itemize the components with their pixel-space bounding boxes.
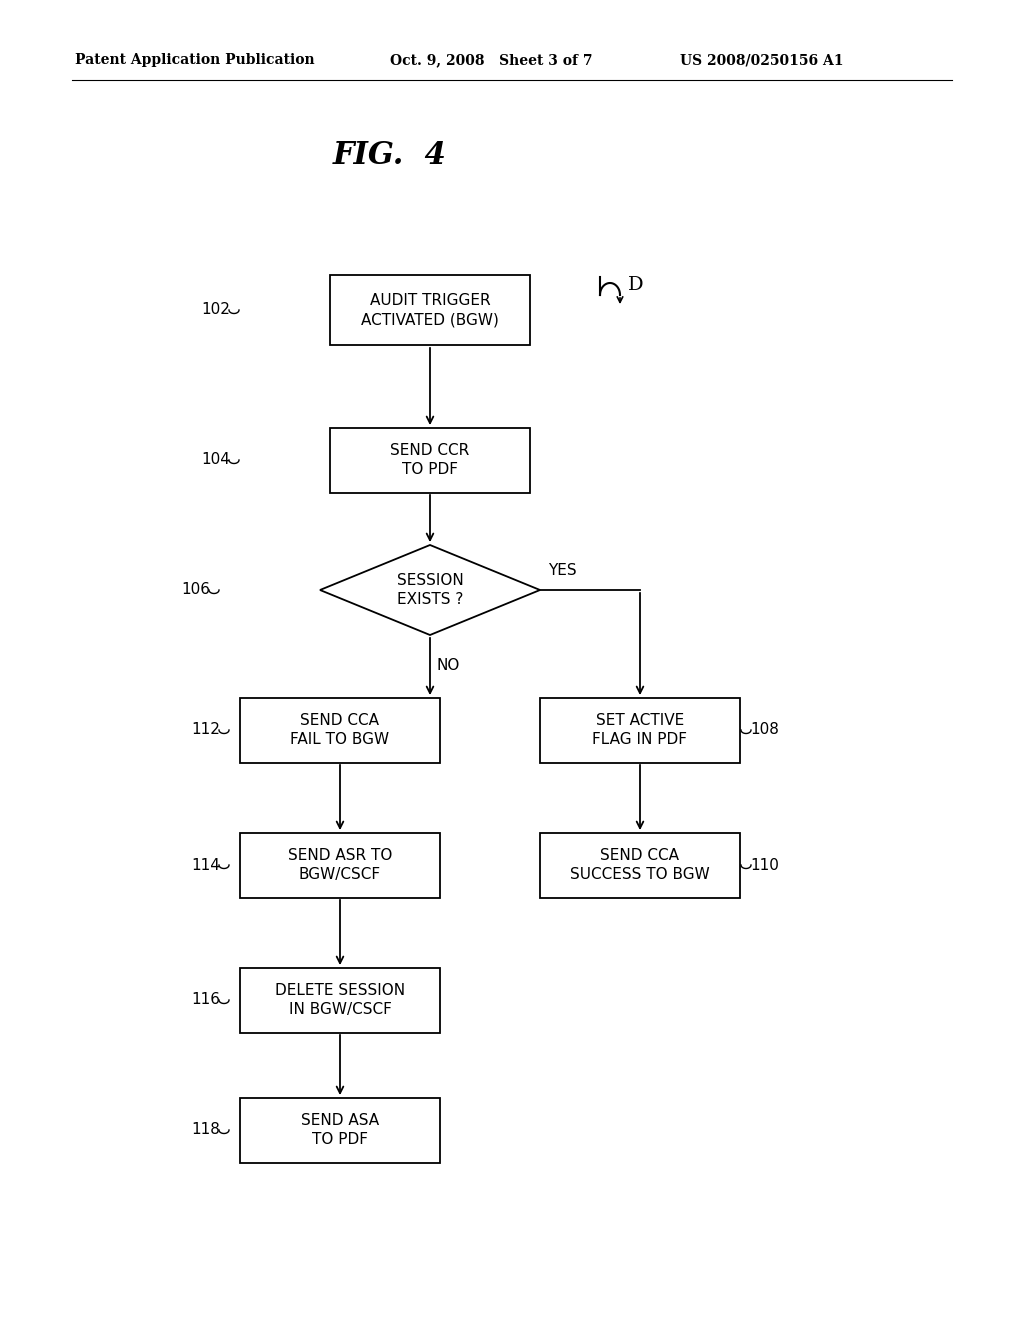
Text: SEND CCA
FAIL TO BGW: SEND CCA FAIL TO BGW [291,713,389,747]
Text: Patent Application Publication: Patent Application Publication [75,53,314,67]
Text: 114: 114 [191,858,220,873]
Text: 112: 112 [191,722,220,738]
Text: 108: 108 [750,722,779,738]
FancyBboxPatch shape [540,833,740,898]
Text: Oct. 9, 2008   Sheet 3 of 7: Oct. 9, 2008 Sheet 3 of 7 [390,53,593,67]
Text: 116: 116 [191,993,220,1007]
FancyBboxPatch shape [330,428,530,492]
Text: 106: 106 [181,582,210,598]
Text: 104: 104 [201,453,230,467]
Text: 102: 102 [201,302,230,318]
FancyBboxPatch shape [240,1097,440,1163]
FancyBboxPatch shape [240,697,440,763]
Text: SEND ASA
TO PDF: SEND ASA TO PDF [301,1113,379,1147]
Text: US 2008/0250156 A1: US 2008/0250156 A1 [680,53,844,67]
FancyBboxPatch shape [240,968,440,1032]
Text: SET ACTIVE
FLAG IN PDF: SET ACTIVE FLAG IN PDF [593,713,687,747]
Text: SEND CCR
TO PDF: SEND CCR TO PDF [390,442,470,478]
Text: DELETE SESSION
IN BGW/CSCF: DELETE SESSION IN BGW/CSCF [274,982,406,1018]
Text: SESSION
EXISTS ?: SESSION EXISTS ? [396,573,464,607]
Text: FIG.  4: FIG. 4 [333,140,446,170]
Text: SEND CCA
SUCCESS TO BGW: SEND CCA SUCCESS TO BGW [570,847,710,882]
FancyBboxPatch shape [330,275,530,345]
FancyBboxPatch shape [540,697,740,763]
FancyBboxPatch shape [240,833,440,898]
Text: 110: 110 [750,858,779,873]
Text: NO: NO [436,657,460,672]
Text: YES: YES [548,564,577,578]
Polygon shape [319,545,540,635]
Text: 118: 118 [191,1122,220,1138]
Text: SEND ASR TO
BGW/CSCF: SEND ASR TO BGW/CSCF [288,847,392,882]
Text: AUDIT TRIGGER
ACTIVATED (BGW): AUDIT TRIGGER ACTIVATED (BGW) [361,293,499,327]
Text: D: D [628,276,644,294]
